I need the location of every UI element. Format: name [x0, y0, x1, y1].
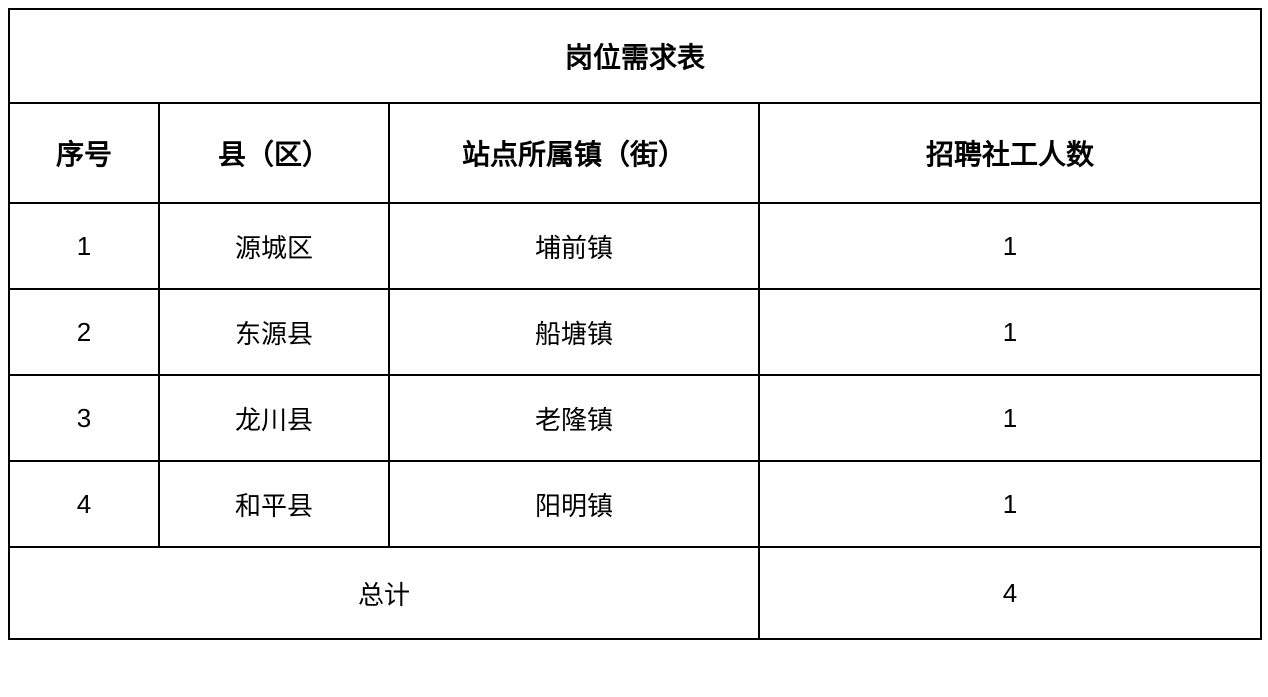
- cell-district: 和平县: [159, 461, 389, 547]
- cell-town: 老隆镇: [389, 375, 759, 461]
- cell-index: 3: [9, 375, 159, 461]
- header-index: 序号: [9, 103, 159, 203]
- table-title-row: 岗位需求表: [9, 9, 1261, 103]
- table-header-row: 序号 县（区） 站点所属镇（街） 招聘社工人数: [9, 103, 1261, 203]
- job-demand-table: 岗位需求表 序号 县（区） 站点所属镇（街） 招聘社工人数 1 源城区 埔前镇 …: [8, 8, 1262, 640]
- table-row: 4 和平县 阳明镇 1: [9, 461, 1261, 547]
- cell-district: 源城区: [159, 203, 389, 289]
- cell-town: 阳明镇: [389, 461, 759, 547]
- table-row: 2 东源县 船塘镇 1: [9, 289, 1261, 375]
- cell-count: 1: [759, 203, 1261, 289]
- header-town: 站点所属镇（街）: [389, 103, 759, 203]
- table-row: 1 源城区 埔前镇 1: [9, 203, 1261, 289]
- job-demand-table-container: 岗位需求表 序号 县（区） 站点所属镇（街） 招聘社工人数 1 源城区 埔前镇 …: [8, 8, 1260, 640]
- cell-district: 龙川县: [159, 375, 389, 461]
- table-title: 岗位需求表: [9, 9, 1261, 103]
- cell-count: 1: [759, 375, 1261, 461]
- cell-district: 东源县: [159, 289, 389, 375]
- cell-count: 1: [759, 461, 1261, 547]
- cell-index: 4: [9, 461, 159, 547]
- table-row: 3 龙川县 老隆镇 1: [9, 375, 1261, 461]
- cell-town: 埔前镇: [389, 203, 759, 289]
- total-value: 4: [759, 547, 1261, 639]
- cell-count: 1: [759, 289, 1261, 375]
- header-count: 招聘社工人数: [759, 103, 1261, 203]
- cell-town: 船塘镇: [389, 289, 759, 375]
- table-total-row: 总计 4: [9, 547, 1261, 639]
- header-district: 县（区）: [159, 103, 389, 203]
- cell-index: 2: [9, 289, 159, 375]
- total-label: 总计: [9, 547, 759, 639]
- cell-index: 1: [9, 203, 159, 289]
